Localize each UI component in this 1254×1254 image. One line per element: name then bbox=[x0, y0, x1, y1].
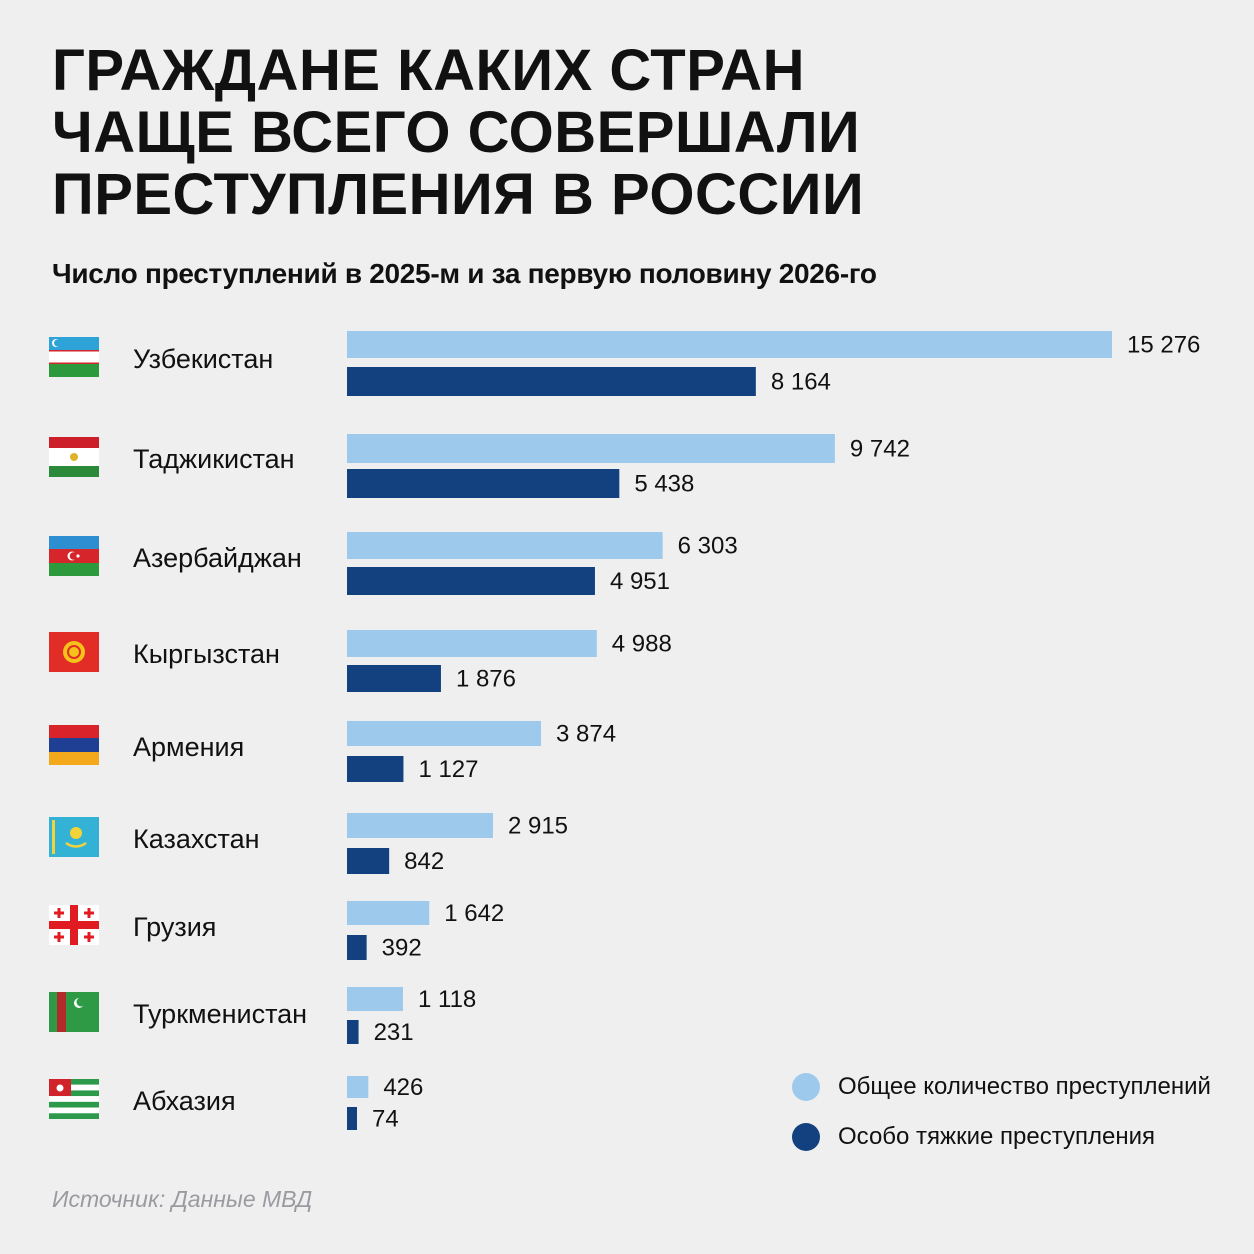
flag-turkmenistan-flag-icon bbox=[49, 992, 99, 1032]
value-label-total: 6 303 bbox=[678, 533, 738, 560]
value-label-total: 4 988 bbox=[612, 631, 672, 658]
value-label-grave: 231 bbox=[374, 1019, 414, 1046]
value-label-grave: 5 438 bbox=[634, 471, 694, 498]
bar-total bbox=[347, 630, 597, 657]
bar-grave bbox=[347, 848, 390, 874]
value-label-total: 1 642 bbox=[444, 900, 504, 927]
bar-total bbox=[347, 721, 542, 746]
legend-item-total: Общее количество преступлений bbox=[792, 1062, 1211, 1112]
value-label-grave: 4 951 bbox=[610, 568, 670, 595]
bar-grave bbox=[347, 935, 367, 960]
bar-grave bbox=[347, 1107, 357, 1130]
flag-tajikistan-flag-icon bbox=[49, 437, 99, 477]
bar-chart: Узбекистан 15 276 8 164 Таджикистан 9 742 5 4… bbox=[49, 331, 1200, 1133]
value-label-total: 1 118 bbox=[418, 986, 476, 1013]
bar-total bbox=[347, 1076, 369, 1098]
value-label-total: 2 915 bbox=[508, 813, 568, 840]
bar-grave bbox=[347, 367, 756, 396]
bar-total bbox=[347, 987, 403, 1011]
category-label: Армения bbox=[133, 732, 244, 762]
value-label-grave: 842 bbox=[404, 848, 444, 875]
bar-grave bbox=[347, 756, 404, 782]
flag-kazakhstan-flag-icon bbox=[49, 817, 99, 857]
bar-total bbox=[347, 532, 663, 559]
legend: Общее количество преступлений Особо тяжк… bbox=[792, 1062, 1211, 1162]
category-label: Узбекистан bbox=[133, 344, 273, 374]
category-label: Абхазия bbox=[133, 1086, 236, 1116]
title-line-1: ГРАЖДАНЕ КАКИХ СТРАН bbox=[52, 38, 806, 103]
legend-label-total: Общее количество преступлений bbox=[838, 1073, 1211, 1100]
flag-abkhazia-flag-icon bbox=[49, 1079, 99, 1119]
flag-uzbekistan-flag-icon bbox=[49, 337, 99, 377]
bar-grave bbox=[347, 1020, 359, 1044]
category-label: Азербайджан bbox=[133, 543, 302, 573]
value-label-total: 9 742 bbox=[850, 436, 910, 463]
title-line-2: ЧАЩЕ ВСЕГО СОВЕРШАЛИ bbox=[52, 100, 861, 165]
value-label-total: 426 bbox=[383, 1074, 423, 1101]
category-label: Грузия bbox=[133, 912, 216, 942]
bar-total bbox=[347, 813, 493, 838]
legend-item-grave: Особо тяжкие преступления bbox=[792, 1112, 1211, 1162]
value-label-grave: 1 876 bbox=[456, 666, 516, 693]
category-label: Кыргызстан bbox=[133, 639, 280, 669]
value-label-grave: 1 127 bbox=[418, 756, 478, 783]
flag-azerbaijan-flag-icon bbox=[49, 536, 99, 576]
flag-armenia-flag-icon bbox=[49, 725, 99, 765]
category-label: Туркменистан bbox=[133, 999, 307, 1029]
value-label-grave: 392 bbox=[382, 935, 422, 962]
category-label: Таджикистан bbox=[133, 444, 295, 474]
bar-total bbox=[347, 901, 430, 925]
category-label: Казахстан bbox=[133, 824, 260, 854]
chart-title: ГРАЖДАНЕ КАКИХ СТРАН ЧАЩЕ ВСЕГО СОВЕРШАЛ… bbox=[52, 40, 1152, 226]
legend-swatch-grave bbox=[792, 1123, 820, 1151]
value-label-total: 3 874 bbox=[556, 721, 616, 748]
legend-swatch-total bbox=[792, 1073, 820, 1101]
value-label-total: 15 276 bbox=[1127, 332, 1200, 359]
bar-total bbox=[347, 331, 1112, 358]
flag-georgia-flag-icon bbox=[49, 905, 99, 945]
legend-label-grave: Особо тяжкие преступления bbox=[838, 1123, 1155, 1150]
title-line-3: ПРЕСТУПЛЕНИЯ В РОССИИ bbox=[52, 162, 865, 227]
bar-total bbox=[347, 434, 835, 463]
bar-grave bbox=[347, 665, 441, 692]
chart-subtitle: Число преступлений в 2025-м и за первую … bbox=[52, 258, 877, 289]
value-label-grave: 8 164 bbox=[771, 369, 831, 396]
bar-grave bbox=[347, 567, 595, 595]
bar-grave bbox=[347, 469, 620, 498]
flag-kyrgyzstan-flag-icon bbox=[49, 632, 99, 672]
value-label-grave: 74 bbox=[372, 1106, 399, 1133]
source-note: Источник: Данные МВД bbox=[52, 1186, 313, 1212]
